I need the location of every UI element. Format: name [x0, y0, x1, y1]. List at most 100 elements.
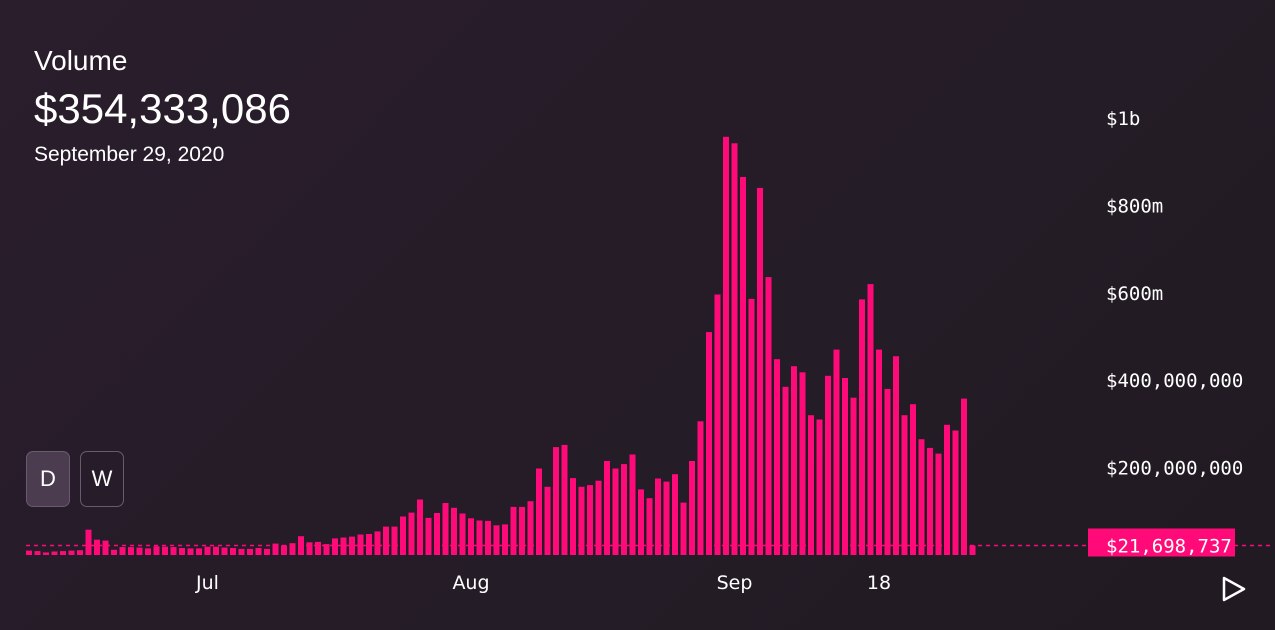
volume-bar [740, 177, 746, 555]
volume-bar [893, 356, 899, 555]
volume-bar [918, 439, 925, 555]
volume-bar [808, 415, 814, 555]
y-tick-label: $800m [1106, 195, 1163, 217]
volume-bar [859, 299, 865, 555]
volume-bar [638, 489, 644, 555]
volume-bar [119, 547, 126, 555]
volume-bar [34, 551, 41, 555]
volume-bar [927, 447, 933, 555]
day-toggle-button[interactable]: D [26, 451, 70, 507]
x-tick-label: Aug [452, 572, 489, 594]
volume-bar [459, 513, 466, 555]
volume-bar [230, 548, 236, 555]
volume-bar [476, 520, 483, 555]
volume-bar [179, 548, 185, 555]
volume-bar [272, 543, 279, 555]
volume-bar [264, 548, 270, 555]
volume-bar [26, 550, 32, 555]
x-tick-label: Jul [195, 572, 219, 594]
volume-bar [748, 298, 755, 555]
volume-bar [587, 485, 593, 555]
volume-header: Volume $354,333,086 September 29, 2020 [34, 44, 291, 168]
volume-bar [417, 499, 423, 555]
volume-bar [196, 548, 202, 555]
volume-bar [332, 538, 338, 555]
volume-bar [527, 501, 534, 555]
volume-bar [68, 550, 75, 555]
volume-bar [723, 136, 729, 556]
volume-bar [391, 526, 398, 555]
y-tick-label: $600m [1106, 283, 1163, 305]
volume-bar [340, 537, 347, 555]
volume-bar [323, 544, 330, 555]
volume-bar [629, 454, 636, 555]
volume-bar [493, 525, 500, 555]
volume-bar [553, 447, 559, 555]
volume-bar [153, 546, 160, 555]
volume-bar [204, 546, 211, 555]
volume-bar [374, 531, 381, 555]
volume-bar [128, 547, 134, 555]
volume-bar [247, 548, 253, 555]
volume-bar [434, 513, 440, 555]
volume-bar [816, 419, 823, 555]
volume-bar [604, 461, 610, 555]
volume-bar [570, 478, 576, 555]
volume-bar [621, 464, 627, 555]
volume-bar [145, 548, 151, 555]
metric-value: $354,333,086 [34, 85, 291, 132]
volume-bar [366, 534, 372, 555]
x-tick-label: 18 [867, 572, 891, 594]
volume-bar [944, 424, 950, 555]
volume-bar [663, 481, 670, 555]
volume-bar [442, 503, 449, 555]
volume-bar [561, 444, 568, 555]
volume-bar [595, 480, 602, 555]
volume-bar [842, 378, 848, 555]
volume-bar [383, 526, 389, 555]
volume-bar [400, 516, 406, 555]
volume-bar [111, 549, 117, 555]
volume-bar [51, 551, 58, 555]
volume-bar [765, 277, 772, 555]
volume-bar [901, 415, 908, 555]
volume-bar [136, 547, 143, 555]
volume-bar [306, 542, 313, 555]
volume-bar [315, 541, 321, 555]
volume-bar [612, 468, 619, 555]
volume-bar [289, 543, 296, 555]
volume-bar [281, 545, 287, 555]
volume-bar [451, 507, 457, 555]
volume-bar [680, 502, 687, 555]
volume-bar [833, 349, 840, 555]
volume-bar [468, 518, 474, 555]
y-tick-label: $1b [1106, 108, 1140, 130]
volume-bar [884, 388, 891, 555]
y-tick-label: $400,000,000 [1106, 370, 1243, 392]
volume-bar [825, 375, 831, 555]
volume-bar [655, 478, 661, 555]
volume-bar [850, 397, 857, 555]
volume-bar [485, 520, 491, 555]
volume-bar [757, 187, 763, 555]
week-toggle-button[interactable]: W [80, 451, 124, 507]
volume-bar [876, 349, 882, 555]
volume-bar [961, 398, 967, 555]
volume-bar [213, 546, 219, 555]
volume-bar [170, 547, 177, 555]
volume-bar [714, 294, 721, 555]
volume-bar [910, 404, 916, 555]
volume-bar [43, 552, 49, 555]
volume-bar [774, 359, 780, 555]
volume-bar [706, 332, 712, 555]
volume-bar [867, 284, 874, 555]
volume-bar [187, 548, 194, 555]
volume-bar [646, 498, 653, 555]
volume-bar [782, 386, 789, 555]
volume-bar [221, 547, 228, 555]
volume-bar [697, 421, 704, 555]
play-icon[interactable] [1218, 574, 1248, 604]
volume-bar [60, 551, 66, 555]
volume-bar [791, 366, 797, 555]
